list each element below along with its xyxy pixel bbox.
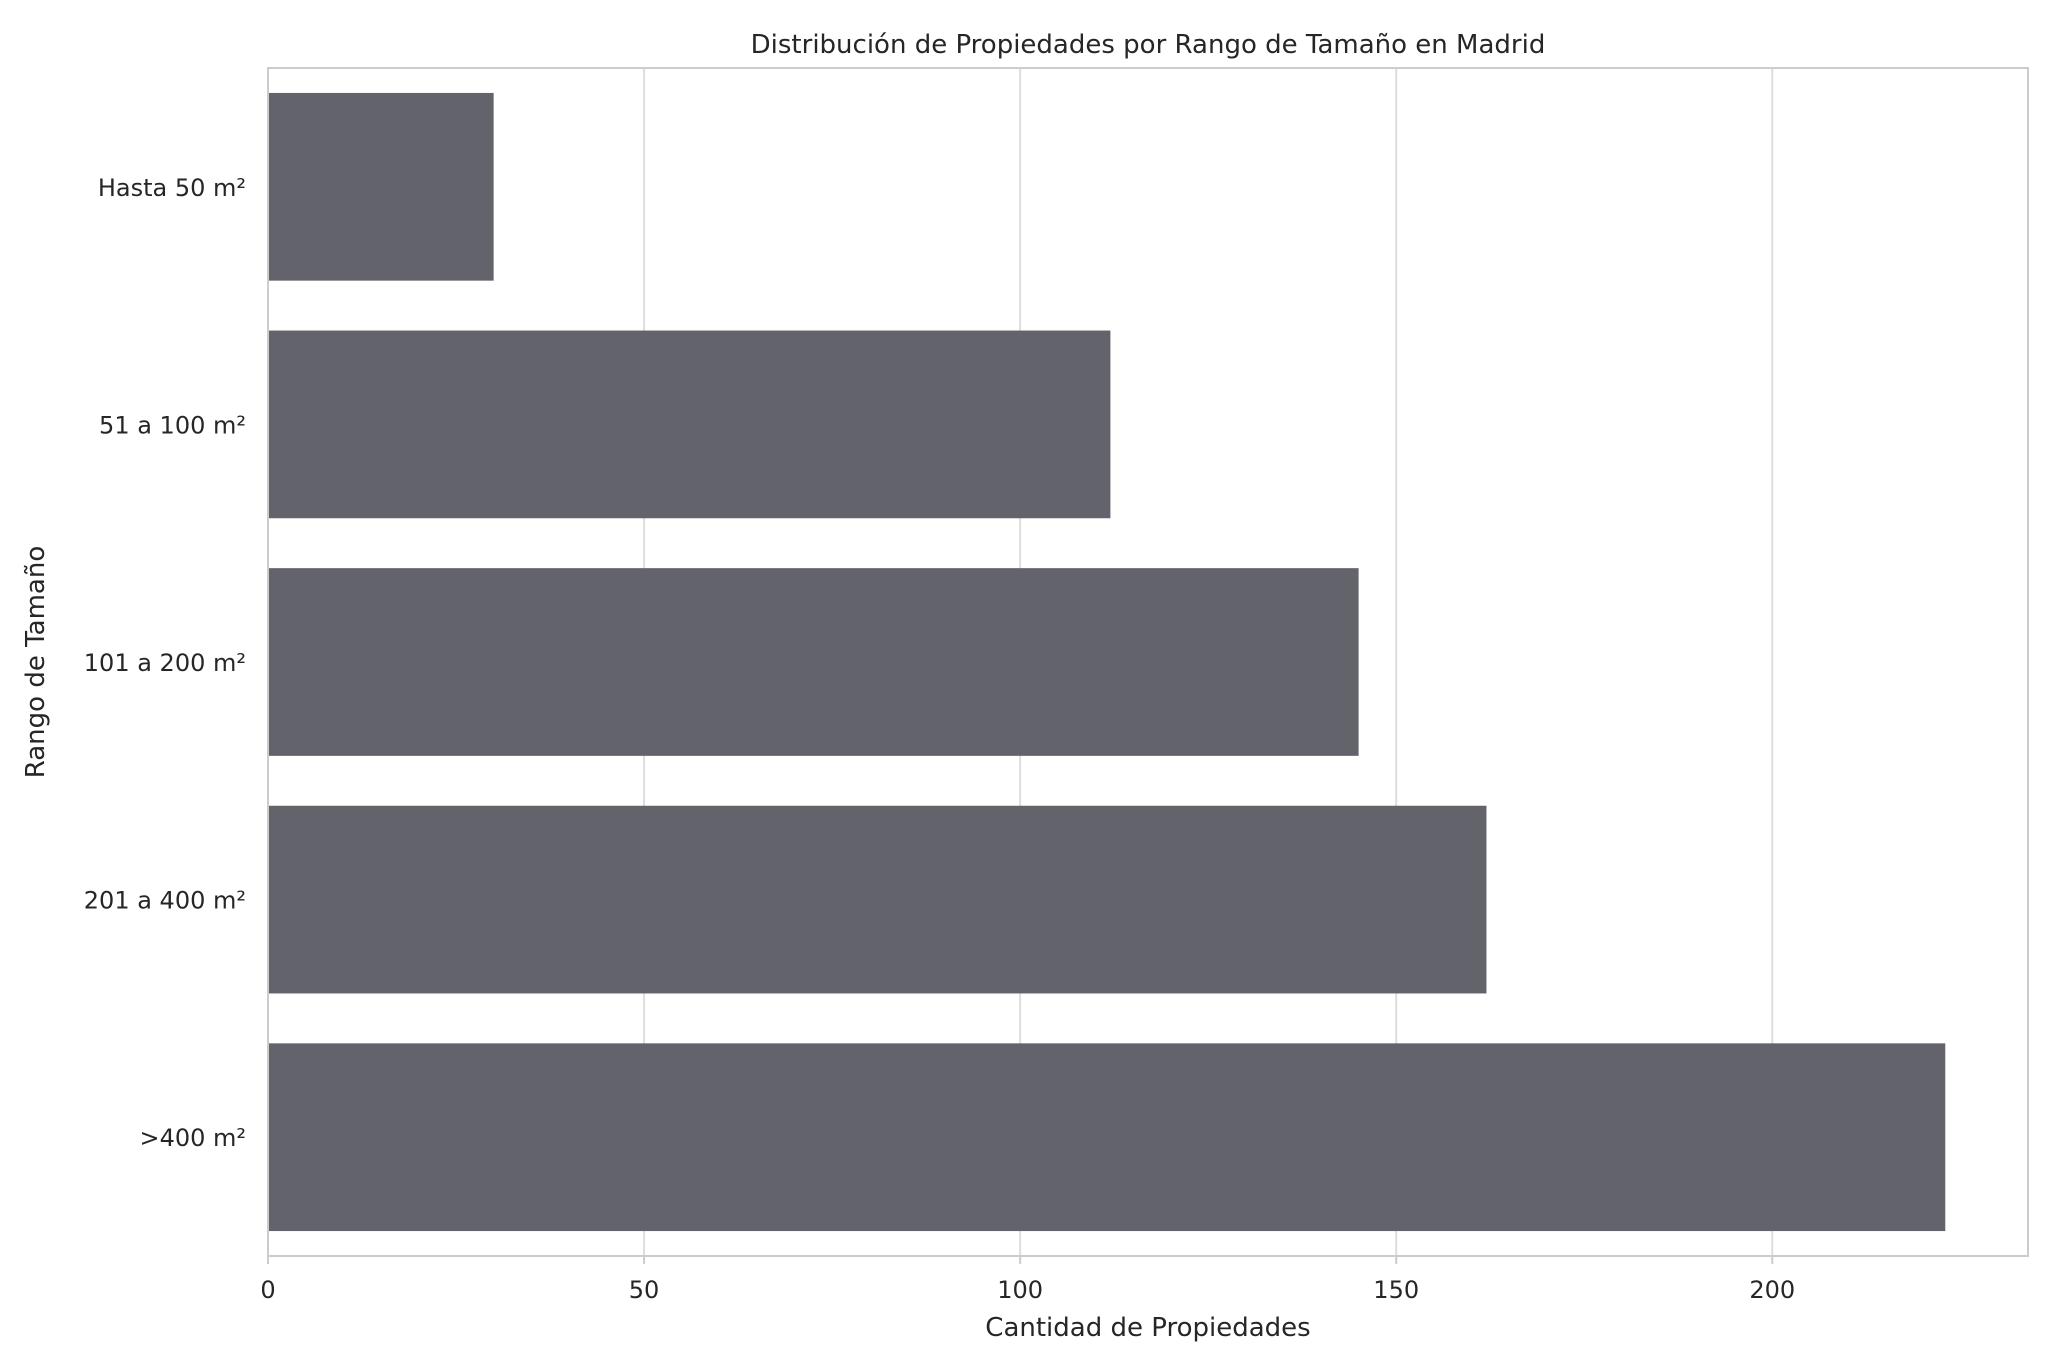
x-axis-ticks: 0 50 100 150 200 [260, 1256, 1795, 1304]
bar [268, 330, 1111, 519]
x-tick-label: 50 [629, 1276, 660, 1304]
plot-frame [267, 67, 2029, 1257]
x-tick-label: 100 [997, 1276, 1043, 1304]
y-tick-label: 201 a 400 m² [84, 887, 246, 915]
x-axis-label: Cantidad de Propiedades [985, 1313, 1310, 1343]
y-tick-label: 51 a 100 m² [99, 411, 246, 439]
y-axis-label: Rango de Tamaño [21, 546, 51, 779]
bar [268, 1043, 1946, 1232]
bar [268, 568, 1359, 756]
y-tick-label: >400 m² [139, 1124, 246, 1152]
bar [268, 92, 494, 281]
x-tick-label: 150 [1373, 1276, 1419, 1304]
chart-title: Distribución de Propiedades por Rango de… [751, 30, 1546, 60]
y-tick-label: Hasta 50 m² [98, 174, 246, 202]
x-tick-label: 0 [260, 1276, 275, 1304]
y-axis-ticks: Hasta 50 m² 51 a 100 m² 101 a 200 m² 201 a … [84, 174, 246, 1152]
x-tick-label: 200 [1749, 1276, 1795, 1304]
bar [268, 805, 1487, 994]
bars [268, 92, 1946, 1232]
y-tick-label: 101 a 200 m² [84, 649, 246, 677]
